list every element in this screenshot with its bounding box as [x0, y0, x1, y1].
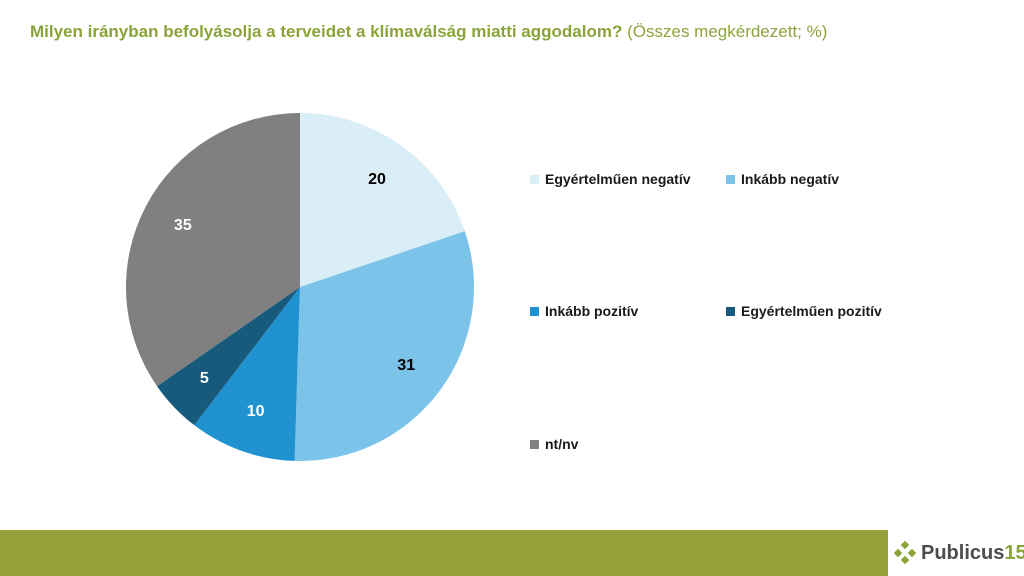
legend-swatch	[726, 306, 735, 316]
legend-label: nt/nv	[545, 436, 579, 452]
pie-slice-2	[194, 287, 300, 461]
footer-bar	[0, 530, 888, 576]
logo-name: Publicus	[921, 541, 1005, 564]
legend-label: Egyértelműen negatív	[545, 171, 691, 187]
pie-data-labels: 20 31 10 5 35	[174, 171, 415, 420]
chart-title-subtitle: (Összes megkérdezett; %)	[627, 22, 828, 41]
diamond-cluster-icon	[893, 541, 917, 565]
publicus-logo: Publicus15	[893, 538, 1024, 568]
legend-swatch	[530, 174, 539, 184]
pie-slice-4	[125, 113, 300, 387]
pie-data-label-1: 31	[397, 357, 415, 374]
pie-slices	[125, 113, 474, 462]
legend-label: Inkább negatív	[741, 171, 840, 187]
logo-text: Publicus15	[921, 542, 1024, 565]
pie-data-label-2: 10	[247, 403, 265, 420]
legend-swatch	[530, 306, 539, 316]
legend-label: Inkább pozitív	[545, 303, 639, 319]
pie-slice-1	[294, 231, 474, 462]
legend-swatch	[726, 174, 735, 184]
legend-item-egyertelmuen-negativ: Egyértelműen negatív	[530, 171, 691, 187]
pie-slice-0	[300, 113, 465, 287]
logo-number: 15	[1004, 541, 1024, 564]
pie-data-label-3: 5	[200, 370, 209, 387]
legend-item-egyertelmuen-pozitiv: Egyértelműen pozitív	[726, 303, 882, 319]
pie-data-label-0: 20	[368, 171, 386, 188]
chart-title-main: Milyen irányban befolyásolja a terveidet…	[30, 22, 623, 41]
legend-swatch	[530, 439, 539, 449]
chart-title: Milyen irányban befolyásolja a terveidet…	[30, 22, 827, 42]
legend-item-inkabb-negativ: Inkább negatív	[726, 171, 839, 187]
pie-data-label-4: 35	[174, 217, 192, 234]
legend-label: Egyértelműen pozitív	[741, 303, 882, 319]
legend-item-inkabb-pozitiv: Inkább pozitív	[530, 303, 638, 319]
pie-slice-3	[157, 287, 300, 426]
legend-item-nt-nv: nt/nv	[530, 436, 578, 452]
